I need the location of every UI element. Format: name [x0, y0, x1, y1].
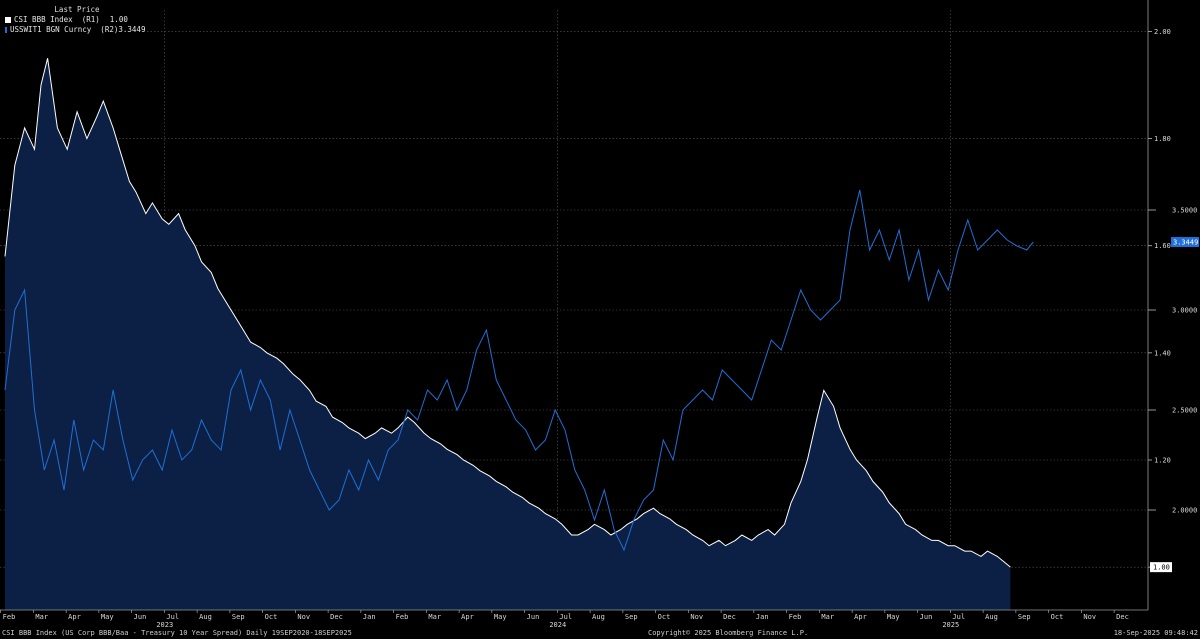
chart-footer: CSI BBB Index (US Corp BBB/Baa - Treasur…: [0, 627, 1200, 639]
r1-last-tag-label: 1.00: [1153, 564, 1170, 572]
r2-last-tag-label: 3.3449: [1173, 239, 1198, 247]
x-tick-label: Jan: [363, 613, 376, 621]
legend-value-usswit1: 3.3449: [118, 25, 146, 34]
csi-bbb-line: [4, 58, 1011, 568]
usswit1-series: [4, 189, 1034, 552]
x-tick-label: Sep: [1018, 613, 1031, 621]
x-tick-label: Dec: [330, 613, 343, 621]
x-tick-label: Jul: [166, 613, 179, 621]
x-tick-label: Oct: [1051, 613, 1064, 621]
x-year-label: 2024: [549, 621, 566, 629]
x-tick-label: Jun: [527, 613, 540, 621]
x-tick-label: Jun: [134, 613, 147, 621]
x-tick-label: Dec: [723, 613, 736, 621]
r1-tick-label: 2.00: [1154, 28, 1171, 36]
footer-copyright: Copyright© 2025 Bloomberg Finance L.P.: [648, 629, 809, 637]
x-tick-label: Aug: [199, 613, 212, 621]
x-tick-label: Mar: [821, 613, 834, 621]
x-tick-label: Jul: [952, 613, 965, 621]
x-tick-label: Jun: [920, 613, 933, 621]
chart-grid: [0, 10, 1148, 610]
x-tick-label: May: [101, 613, 114, 621]
legend-header: Last Price: [54, 5, 100, 14]
x-tick-label: May: [494, 613, 507, 621]
legend-item-csi-bbb: CSI BBB Index (R1) 1.00: [0, 15, 142, 25]
x-tick-label: Sep: [232, 613, 245, 621]
x-tick-label: Feb: [3, 613, 16, 621]
x-tick-label: Dec: [1116, 613, 1129, 621]
x-tick-label: Mar: [35, 613, 48, 621]
x-tick-label: Sep: [625, 613, 638, 621]
r2-tick-label: 2.0000: [1172, 507, 1197, 515]
x-tick-label: Mar: [428, 613, 441, 621]
r2-last-tag: [1171, 237, 1199, 247]
x-tick-label: Aug: [985, 613, 998, 621]
legend-swatch-usswit1: [5, 27, 7, 33]
x-tick-label: Aug: [592, 613, 605, 621]
csi-bbb-area: [5, 58, 1011, 610]
x-tick-label: Jan: [756, 613, 769, 621]
r1-last-tag: [1150, 562, 1172, 573]
x-tick-label: Feb: [789, 613, 802, 621]
r2-tick-label: 2.5000: [1172, 407, 1197, 415]
legend-swatch-csi-bbb: [5, 17, 11, 23]
x-tick-label: Feb: [396, 613, 409, 621]
r2-tick-label: 3.0000: [1172, 307, 1197, 315]
footer-timestamp: 18-Sep-2025 09:48:42: [1113, 629, 1198, 637]
chart-legend: Last Price CSI BBB Index (R1) 1.00 USSWI…: [0, 5, 146, 37]
x-tick-label: Oct: [658, 613, 671, 621]
x-tick-label: Apr: [461, 613, 474, 621]
csi-bbb-series: [4, 58, 1011, 610]
x-tick-label: Apr: [68, 613, 81, 621]
x-tick-label: May: [887, 613, 900, 621]
legend-label-usswit1: USSWIT1 BGN Curncy (R2): [10, 25, 119, 34]
x-axis: Feb Mar Apr May Jun Jul Aug Sep Oct Nov Dec Jan Feb M…: [0, 609, 1148, 629]
footer-description: CSI BBB Index (US Corp BBB/Baa - Treasur…: [2, 629, 352, 637]
legend-item-usswit1: USSWIT1 BGN Curncy (R2) 3.3449: [0, 25, 146, 35]
r1-tick-label: 1.80: [1154, 135, 1171, 143]
x-tick-label: Nov: [297, 613, 310, 621]
r1-tick-label: 1.60: [1154, 242, 1171, 250]
r1-tick-label: 1.40: [1154, 349, 1171, 357]
x-year-label: 2025: [942, 621, 959, 629]
legend-value-csi-bbb: 1.00: [109, 15, 128, 24]
x-tick-label: Oct: [265, 613, 278, 621]
x-tick-label: Nov: [690, 613, 703, 621]
legend-label-csi-bbb: CSI BBB Index (R1): [14, 15, 100, 24]
right-axis: 2.00 1.80 1.60 1.40 1.20 1.00 3.5000 3.0000 2.50…: [1147, 0, 1199, 610]
x-tick-label: Apr: [854, 613, 867, 621]
x-tick-label: Jul: [559, 613, 572, 621]
r1-tick-label: 1.20: [1154, 457, 1171, 465]
r2-tick-label: 3.5000: [1172, 207, 1197, 215]
x-year-label: 2023: [156, 621, 173, 629]
x-tick-label: Nov: [1083, 613, 1096, 621]
usswit1-line: [4, 189, 1034, 552]
